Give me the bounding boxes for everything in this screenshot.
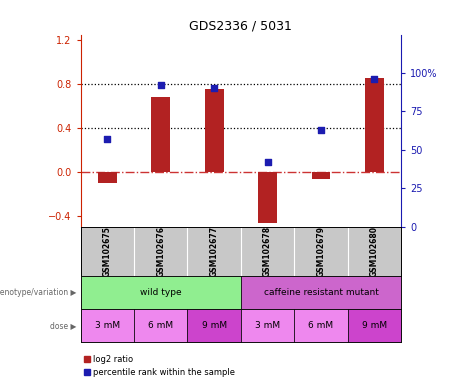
Bar [134,309,188,342]
Bar [188,309,241,342]
Text: 9 mM: 9 mM [362,321,387,330]
Bar [312,172,331,179]
Bar [151,97,170,172]
Point [104,136,111,142]
Text: 6 mM: 6 mM [308,321,334,330]
Text: 3 mM: 3 mM [255,321,280,330]
Bar [365,78,384,172]
Text: 3 mM: 3 mM [95,321,120,330]
Text: caffeine resistant mutant: caffeine resistant mutant [264,288,378,297]
Text: wild type: wild type [140,288,182,297]
Text: 6 mM: 6 mM [148,321,173,330]
Text: GSM102679: GSM102679 [316,226,325,277]
Bar [241,276,401,309]
Point [157,82,165,88]
Point [211,85,218,91]
Text: GSM102675: GSM102675 [103,226,112,277]
Text: GSM102677: GSM102677 [210,226,219,277]
Bar [294,309,348,342]
Bar [98,172,117,183]
Text: GSM102680: GSM102680 [370,226,379,277]
Text: GSM102678: GSM102678 [263,226,272,277]
Bar [258,172,277,223]
Bar [205,89,224,172]
Point [371,76,378,82]
Text: dose ▶: dose ▶ [50,321,76,330]
Bar [81,276,241,309]
Text: GSM102676: GSM102676 [156,226,165,277]
Bar [81,309,134,342]
Bar [241,309,294,342]
Text: genotype/variation ▶: genotype/variation ▶ [0,288,76,297]
Legend: log2 ratio, percentile rank within the sample: log2 ratio, percentile rank within the s… [81,351,238,380]
Point [264,159,271,165]
Text: 9 mM: 9 mM [201,321,227,330]
Point [317,127,325,133]
Bar [348,309,401,342]
Title: GDS2336 / 5031: GDS2336 / 5031 [189,19,292,32]
